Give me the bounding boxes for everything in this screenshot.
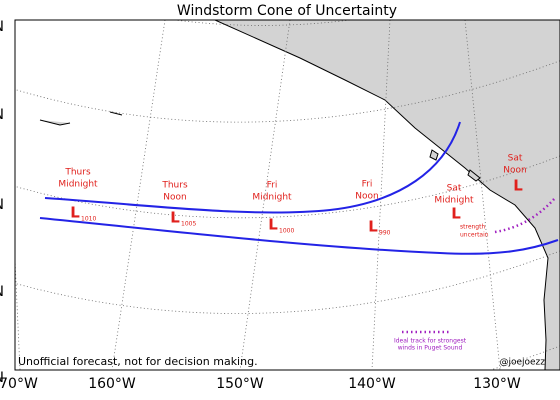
latitude-label: N: [0, 19, 4, 35]
meridian: [371, 20, 391, 370]
cone-lower-edge: [39, 217, 559, 255]
low-symbol: L: [70, 204, 80, 222]
time-label: Midnight: [434, 196, 474, 206]
time-label: Noon: [163, 193, 186, 203]
cone-upper-edge: [44, 121, 461, 214]
low-symbol: L: [170, 209, 180, 227]
map-frame: [14, 19, 560, 371]
parallel: [15, 250, 560, 314]
time-label: Fri: [362, 180, 373, 190]
low-symbol: L: [268, 216, 278, 234]
time-label: Midnight: [58, 180, 98, 190]
meridian: [111, 20, 166, 370]
low-symbol: L: [513, 177, 523, 195]
parallel: [15, 60, 560, 123]
title: Windstorm Cone of Uncertainty: [177, 3, 397, 19]
latitude-label: N: [0, 107, 4, 123]
ideal-track-note: winds in Puget Sound: [398, 345, 463, 352]
pressure-label: 1000: [279, 228, 294, 235]
low-symbol: L: [368, 218, 378, 236]
longitude-label: 160°W: [88, 376, 136, 392]
credit: @joejoezz: [499, 358, 545, 368]
ideal-track: [494, 197, 556, 234]
time-label: Thurs: [161, 181, 188, 191]
latitude-label: N: [0, 284, 4, 300]
low-symbol: L: [451, 205, 461, 223]
longitude-label: 170°W: [0, 376, 38, 392]
pressure-label: 1010: [81, 216, 96, 223]
longitude-label: 150°W: [216, 376, 264, 392]
time-label: Thurs: [64, 168, 91, 178]
pressure-note: strength: [460, 224, 485, 231]
pressure-label: 990: [379, 230, 391, 237]
map-area: [15, 20, 560, 370]
meridian: [239, 20, 291, 370]
ideal-track-note: Ideal track for strongest: [394, 338, 467, 345]
time-label: Noon: [355, 192, 378, 202]
pressure-note: uncertain: [460, 232, 489, 239]
time-label: Sat: [508, 154, 523, 164]
disclaimer: Unofficial forecast, not for decision ma…: [18, 355, 258, 368]
meridian: [464, 20, 501, 370]
islands: [39, 111, 481, 182]
longitude-label: 140°W: [348, 376, 396, 392]
time-label: Midnight: [252, 193, 292, 203]
parallel: [15, 155, 560, 219]
time-label: Sat: [447, 184, 462, 194]
longitude-label: 130°W: [473, 376, 521, 392]
pressure-label: 1005: [181, 221, 196, 228]
axis-labels: 170°W 160°W 150°W 140°W 130°W N N N N N: [0, 19, 521, 392]
time-label: Fri: [267, 181, 278, 191]
time-label: Noon: [503, 166, 526, 176]
latitude-label: N: [0, 197, 4, 213]
latitude-label: N: [0, 370, 4, 386]
